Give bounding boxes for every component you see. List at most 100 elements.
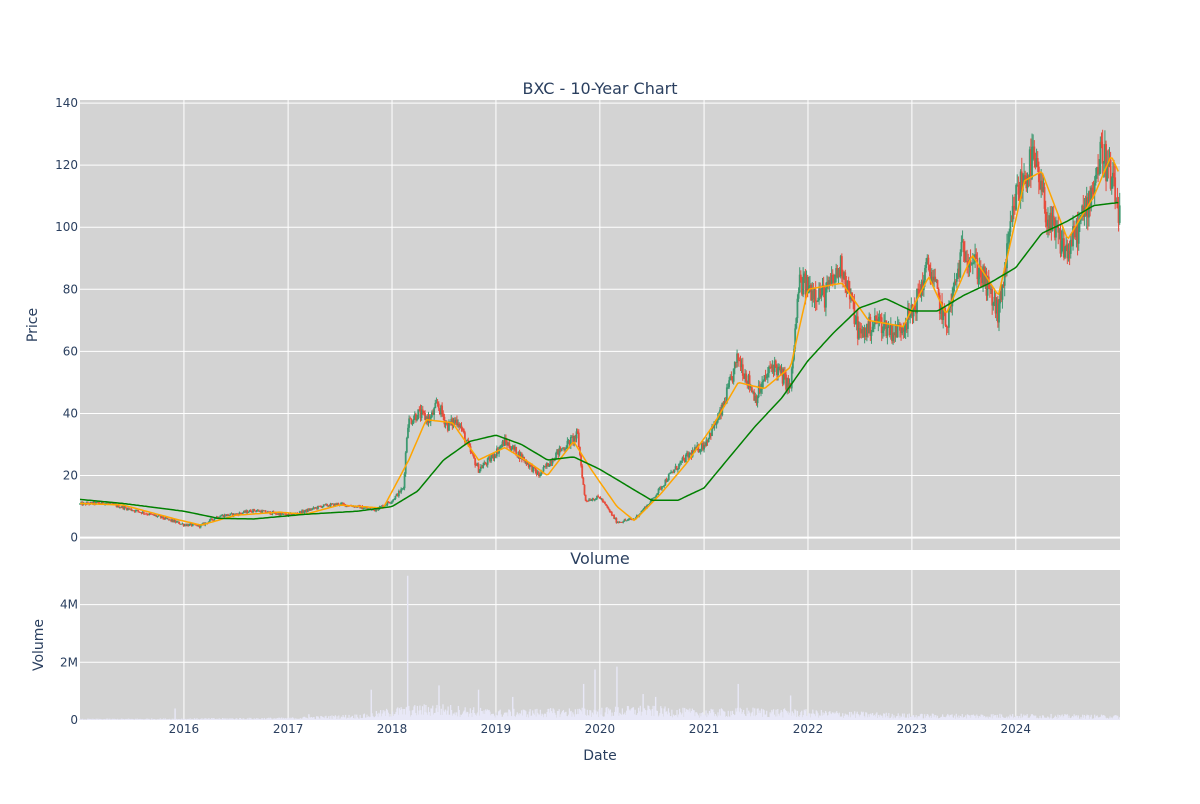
price-candle-body bbox=[1064, 247, 1066, 258]
price-candle-body bbox=[1031, 147, 1033, 179]
price-candle-body bbox=[548, 466, 550, 467]
price-candle-body bbox=[605, 504, 607, 506]
price-candle-body bbox=[209, 519, 211, 521]
price-candle-body bbox=[403, 488, 405, 489]
price-candle-body bbox=[303, 511, 305, 512]
price-candle-body bbox=[727, 387, 729, 388]
price-candle-body bbox=[248, 512, 250, 513]
price-candle-body bbox=[992, 303, 994, 306]
volume-spike-bar bbox=[371, 690, 372, 720]
price-candle-body bbox=[1097, 167, 1099, 174]
volume-bar bbox=[1119, 717, 1120, 720]
price-candle-body bbox=[1095, 175, 1097, 183]
price-candle-body bbox=[326, 504, 328, 506]
price-y-tick-label: 60 bbox=[63, 344, 78, 358]
price-candle-body bbox=[875, 316, 877, 319]
price-candle-body bbox=[1013, 206, 1015, 207]
price-candle-body bbox=[953, 286, 955, 293]
price-y-tick-label: 140 bbox=[55, 96, 78, 110]
price-candle-body bbox=[422, 410, 424, 411]
price-candle-body bbox=[674, 469, 676, 472]
price-candle-body bbox=[777, 367, 779, 375]
date-x-tick-label: 2017 bbox=[273, 722, 304, 736]
volume-y-tick-label: 0 bbox=[70, 713, 78, 727]
price-candle-body bbox=[408, 418, 410, 427]
price-candle-body bbox=[609, 509, 611, 511]
price-candle-body bbox=[683, 458, 685, 459]
price-candle-body bbox=[795, 318, 797, 328]
price-candle-body bbox=[499, 446, 501, 449]
price-candle-body bbox=[393, 499, 395, 500]
price-candle-body bbox=[577, 431, 579, 432]
price-candle-body bbox=[897, 325, 899, 338]
price-candle-body bbox=[395, 496, 397, 499]
volume-y-axis-label: Volume bbox=[31, 619, 47, 671]
price-candle-body bbox=[734, 362, 736, 368]
price-candle-body bbox=[553, 461, 555, 462]
price-candle-body bbox=[438, 404, 440, 409]
volume-spike-bar bbox=[616, 667, 617, 720]
price-candle-body bbox=[904, 330, 906, 331]
price-candle-body bbox=[578, 433, 580, 447]
price-candle-body bbox=[500, 446, 502, 447]
date-x-tick-label: 2023 bbox=[897, 722, 928, 736]
price-candle-body bbox=[728, 380, 730, 387]
price-candle-body bbox=[658, 489, 660, 493]
price-candle-body bbox=[253, 509, 255, 511]
price-candle-body bbox=[342, 503, 344, 504]
price-candle-body bbox=[989, 288, 991, 289]
price-candle-body bbox=[832, 275, 834, 280]
price-candle-body bbox=[437, 402, 439, 403]
price-candle-body bbox=[652, 498, 654, 499]
price-candle-body bbox=[615, 518, 617, 523]
price-candle-body bbox=[487, 458, 489, 464]
price-candle-body bbox=[973, 262, 975, 263]
price-candle-body bbox=[716, 423, 718, 425]
price-candle-body bbox=[413, 419, 415, 423]
price-candle-body bbox=[668, 474, 670, 480]
price-candle-body bbox=[120, 507, 122, 508]
price-candle-body bbox=[391, 501, 393, 502]
price-candle-body bbox=[622, 522, 624, 523]
price-candle-body bbox=[380, 506, 382, 507]
date-x-tick-label: 2024 bbox=[1001, 722, 1032, 736]
price-candle-body bbox=[416, 419, 418, 420]
price-candle-body bbox=[961, 242, 963, 252]
price-candle-body bbox=[937, 280, 939, 289]
price-candle-body bbox=[265, 510, 267, 512]
date-x-tick-label: 2019 bbox=[481, 722, 512, 736]
volume-y-tick-label: 4M bbox=[60, 598, 78, 612]
price-candle-body bbox=[855, 324, 857, 325]
price-candle-body bbox=[924, 268, 926, 280]
price-candle-body bbox=[760, 389, 762, 392]
price-candle-body bbox=[1102, 144, 1104, 164]
price-candle-body bbox=[1038, 167, 1040, 182]
price-candle-body bbox=[366, 508, 368, 509]
price-candle-body bbox=[242, 513, 244, 514]
volume-spike-bar bbox=[407, 576, 408, 720]
price-candle-body bbox=[490, 458, 492, 461]
price-candle-body bbox=[474, 458, 476, 465]
price-candle-body bbox=[627, 520, 629, 521]
price-candle-body bbox=[971, 264, 973, 265]
price-candle-body bbox=[742, 364, 744, 375]
price-candle-body bbox=[1037, 158, 1039, 167]
price-candle-body bbox=[228, 515, 230, 516]
price-candle-body bbox=[585, 495, 587, 501]
price-candle-body bbox=[547, 463, 549, 466]
volume-spike-bar bbox=[790, 695, 791, 720]
volume-spike-bar bbox=[174, 708, 175, 720]
price-candle-body bbox=[584, 485, 586, 495]
price-candle-body bbox=[1114, 177, 1116, 202]
price-y-tick-label: 20 bbox=[63, 469, 78, 483]
price-candle-body bbox=[482, 465, 484, 468]
price-candle-body bbox=[511, 449, 513, 450]
price-candle-body bbox=[768, 367, 770, 373]
price-candle-body bbox=[802, 277, 804, 294]
price-candle-body bbox=[677, 469, 679, 470]
price-candle-body bbox=[400, 489, 402, 492]
volume-spike-bar bbox=[583, 684, 584, 720]
price-candle-body bbox=[1099, 142, 1101, 174]
price-candle-body bbox=[485, 462, 487, 463]
